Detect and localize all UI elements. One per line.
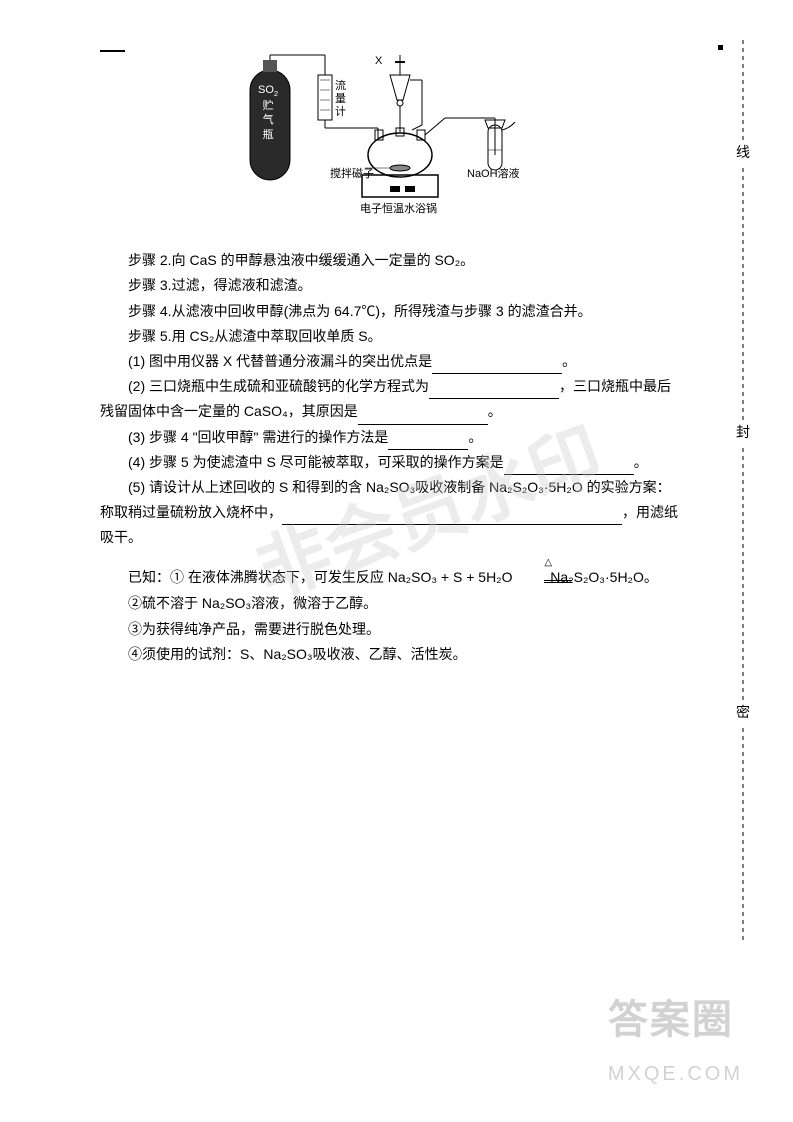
header-mark-right	[718, 45, 723, 50]
q2-mid: ，三口烧瓶中最后	[559, 378, 671, 394]
question-5-line2: 称取稍过量硫粉放入烧杯中， ，用滤纸	[100, 500, 700, 525]
known-item3: ③为获得纯净产品，需要进行脱色处理。	[100, 617, 700, 642]
known-item4: ④须使用的试剂：S、Na₂SO₃吸收液、乙醇、活性炭。	[100, 642, 700, 667]
apparatus-diagram-container: SO2贮气瓶 流量计 X 搅拌磁子 电子恒温水浴锅 NaOH溶液	[100, 50, 700, 228]
bottom-watermark: 答案圈 MXQE.COM	[608, 984, 743, 1092]
waterbath-label: 电子恒温水浴锅	[360, 200, 437, 220]
bottom-watermark-sub: MXQE.COM	[608, 1056, 743, 1092]
flowmeter-label: 流量计	[335, 80, 346, 120]
q1-text: (1) 图中用仪器 X 代替普通分液漏斗的突出优点是	[128, 353, 432, 369]
side-label-secret: 密	[733, 700, 753, 725]
q4-text: (4) 步骤 5 为使滤渣中 S 尽可能被萃取，可采取的操作方案是	[128, 454, 504, 470]
stirrer-label: 搅拌磁子	[330, 165, 374, 185]
question-5-line3: 吸干。	[100, 525, 700, 550]
known-intro: 已知：① 在液体沸腾状态下，可发生反应 Na₂SO₃ + S + 5H₂O	[128, 569, 513, 585]
q5-line2-pre: 称取稍过量硫粉放入烧杯中，	[100, 504, 282, 520]
question-2-line1: (2) 三口烧瓶中生成硫和亚硫酸钙的化学方程式为 ，三口烧瓶中最后	[100, 374, 700, 399]
q2-text: (2) 三口烧瓶中生成硫和亚硫酸钙的化学方程式为	[128, 378, 429, 394]
blank-q1	[432, 357, 562, 374]
blank-q2a	[429, 383, 559, 400]
step-2: 步骤 2.向 CaS 的甲醇悬浊液中缓缓通入一定量的 SO₂。	[100, 248, 700, 273]
side-label-line: 线	[733, 140, 753, 165]
blank-q2b	[358, 408, 488, 425]
question-5-line1: (5) 请设计从上述回收的 S 和得到的含 Na₂SO₃吸收液制备 Na₂S₂O…	[100, 475, 700, 500]
naoh-label: NaOH溶液	[467, 165, 520, 185]
step-4: 步骤 4.从滤液中回收甲醇(沸点为 64.7℃)，所得残渣与步骤 3 的滤渣合并…	[100, 299, 700, 324]
cylinder-label: SO2贮气瓶	[258, 83, 278, 142]
question-4: (4) 步骤 5 为使滤渣中 S 尽可能被萃取，可采取的操作方案是。	[100, 450, 700, 475]
q2-line2-text: 残留固体中含一定量的 CaSO₄，其原因是	[100, 403, 358, 419]
known-item2: ②硫不溶于 Na₂SO₃溶液，微溶于乙醇。	[100, 591, 700, 616]
step-3: 步骤 3.过滤，得滤液和滤渣。	[100, 273, 700, 298]
question-1: (1) 图中用仪器 X 代替普通分液漏斗的突出优点是。	[100, 349, 700, 374]
q5-line2-post: ，用滤纸	[622, 504, 678, 520]
arrow-condition: △	[516, 554, 546, 572]
question-3: (3) 步骤 4 "回收甲醇" 需进行的操作方法是。	[100, 425, 700, 450]
side-label-seal: 封	[733, 420, 753, 445]
binding-margin: 线 封 密	[728, 40, 758, 940]
step-5: 步骤 5.用 CS₂从滤渣中萃取回收单质 S。	[100, 324, 700, 349]
text-body: 步骤 2.向 CaS 的甲醇悬浊液中缓缓通入一定量的 SO₂。 步骤 3.过滤，…	[100, 248, 700, 667]
blank-q3	[388, 433, 468, 450]
q3-text: (3) 步骤 4 "回收甲醇" 需进行的操作方法是	[128, 429, 388, 445]
binding-line-svg	[728, 40, 758, 940]
question-2-line2: 残留固体中含一定量的 CaSO₄，其原因是。	[100, 399, 700, 424]
blank-q4	[504, 458, 634, 475]
main-content: SO2贮气瓶 流量计 X 搅拌磁子 电子恒温水浴锅 NaOH溶液 步骤 2.向 …	[100, 50, 700, 667]
x-label: X	[375, 52, 382, 72]
blank-q5	[282, 508, 622, 525]
apparatus-svg	[230, 50, 570, 220]
bottom-watermark-main: 答案圈	[608, 984, 743, 1056]
apparatus-diagram: SO2贮气瓶 流量计 X 搅拌磁子 电子恒温水浴锅 NaOH溶液	[230, 50, 570, 220]
known-line1: 已知：① 在液体沸腾状态下，可发生反应 Na₂SO₃ + S + 5H₂O △ …	[100, 565, 700, 591]
reaction-arrow: △	[516, 566, 546, 591]
